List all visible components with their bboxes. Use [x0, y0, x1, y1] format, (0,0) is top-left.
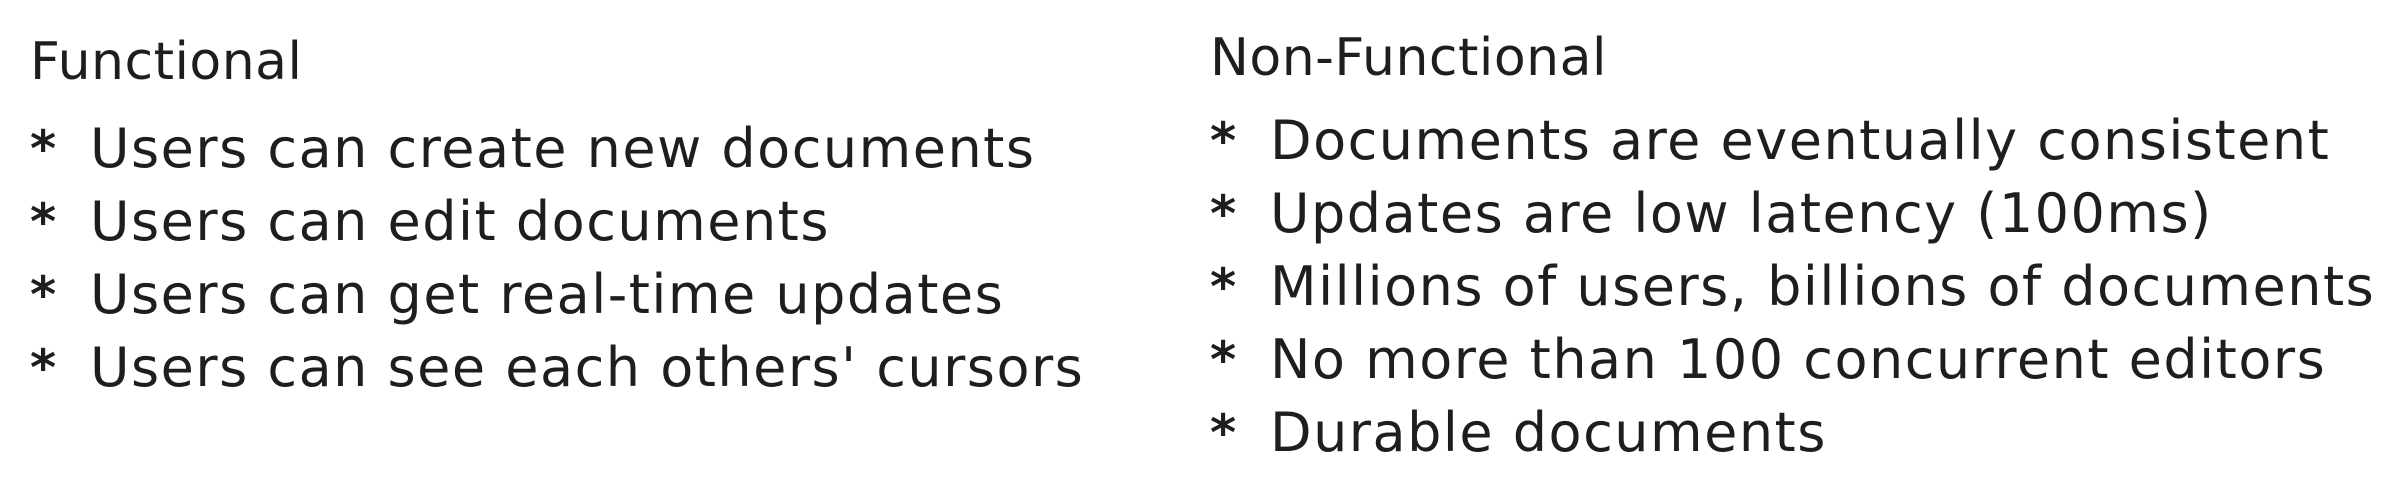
requirement-text: Durable documents	[1270, 401, 1827, 464]
requirement-text: Millions of users, billions of documents	[1270, 255, 2376, 318]
non-functional-requirements-list: * Documents are eventually consistent * …	[1210, 104, 2375, 469]
list-item: * Durable documents	[1210, 396, 2375, 469]
list-item: * Updates are low latency (100ms)	[1210, 177, 2375, 250]
requirement-text: Users can see each others' cursors	[90, 336, 1085, 399]
list-item: * Users can edit documents	[30, 185, 1084, 258]
bullet-asterisk-icon: *	[1210, 403, 1238, 462]
requirement-text: Users can get real-time updates	[90, 263, 1005, 326]
bullet-asterisk-icon: *	[1210, 257, 1238, 316]
bullet-asterisk-icon: *	[30, 192, 58, 251]
list-item: * Documents are eventually consistent	[1210, 104, 2375, 177]
bullet-asterisk-icon: *	[1210, 111, 1238, 170]
functional-heading: Functional	[30, 32, 303, 92]
list-item: * Users can get real-time updates	[30, 258, 1084, 331]
list-item: * Millions of users, billions of documen…	[1210, 250, 2375, 323]
list-item: * Users can create new documents	[30, 112, 1084, 185]
bullet-asterisk-icon: *	[30, 338, 58, 397]
requirement-text: Updates are low latency (100ms)	[1270, 182, 2213, 245]
requirement-text: Documents are eventually consistent	[1270, 109, 2331, 172]
requirement-text: Users can edit documents	[90, 190, 830, 253]
functional-requirements-list: * Users can create new documents * Users…	[30, 112, 1084, 404]
bullet-asterisk-icon: *	[30, 265, 58, 324]
bullet-asterisk-icon: *	[30, 119, 58, 178]
requirement-text: No more than 100 concurrent editors	[1270, 328, 2327, 391]
bullet-asterisk-icon: *	[1210, 330, 1238, 389]
list-item: * No more than 100 concurrent editors	[1210, 323, 2375, 396]
non-functional-heading: Non-Functional	[1210, 28, 1607, 88]
requirement-text: Users can create new documents	[90, 117, 1036, 180]
list-item: * Users can see each others' cursors	[30, 331, 1084, 404]
bullet-asterisk-icon: *	[1210, 184, 1238, 243]
